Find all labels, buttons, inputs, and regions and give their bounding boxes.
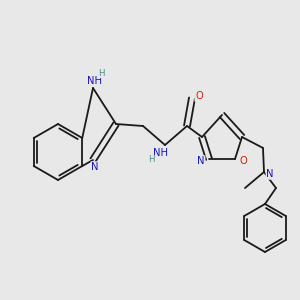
- Text: N: N: [197, 156, 205, 166]
- Text: N: N: [91, 162, 99, 172]
- Text: NH: NH: [154, 148, 169, 158]
- Text: N: N: [266, 169, 274, 179]
- Text: H: H: [148, 155, 154, 164]
- Text: O: O: [239, 156, 247, 166]
- Text: H: H: [98, 68, 104, 77]
- Text: NH: NH: [88, 76, 103, 86]
- Text: O: O: [195, 91, 203, 101]
